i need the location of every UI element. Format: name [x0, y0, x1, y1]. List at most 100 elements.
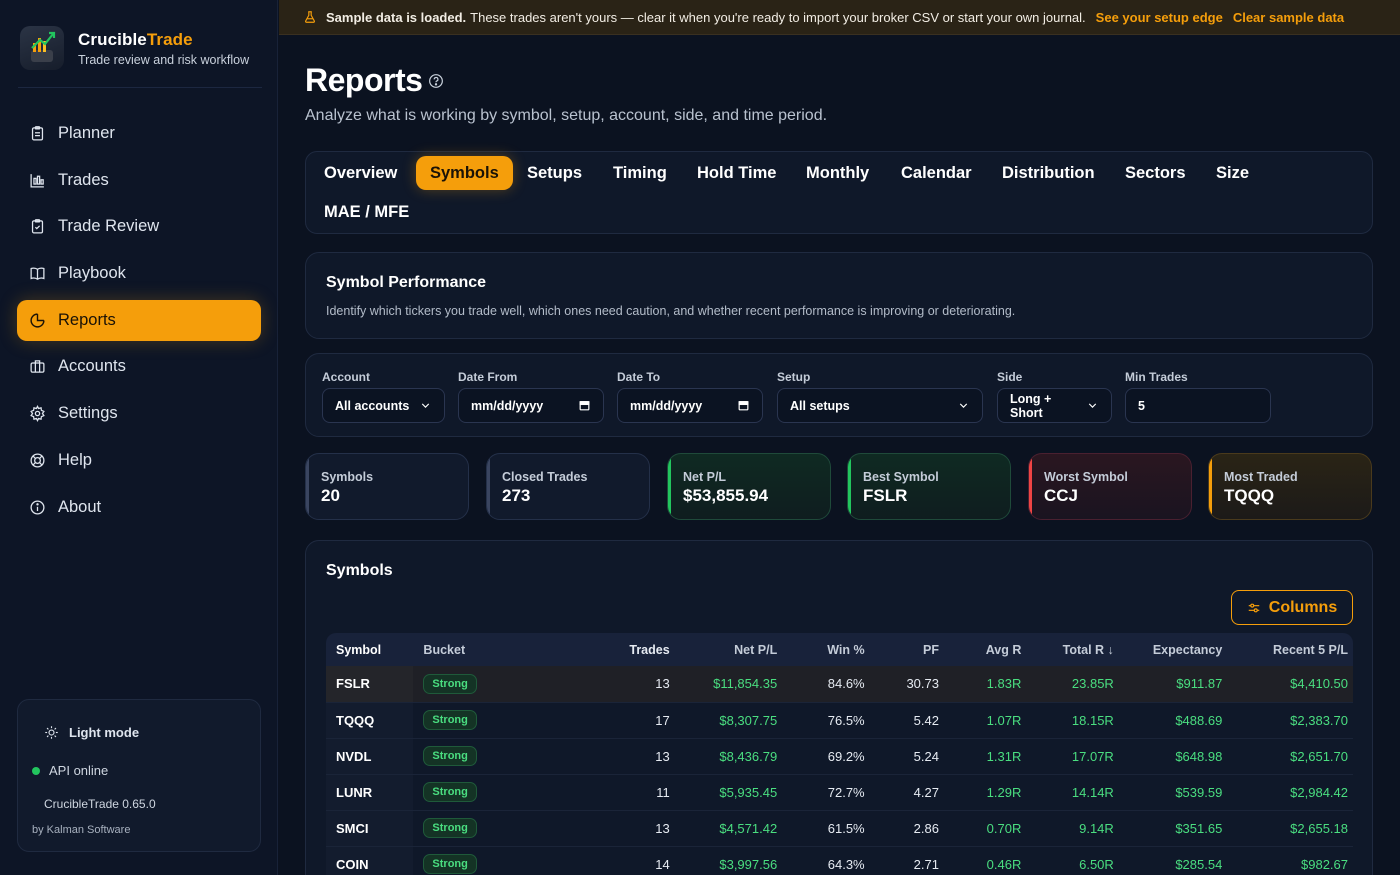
cell-net-pl: $3,997.56: [674, 846, 783, 875]
tab-setups[interactable]: Setups: [527, 163, 583, 182]
date-from-input[interactable]: mm/dd/yyyy: [458, 388, 604, 423]
sidebar-item-trade-review[interactable]: Trade Review: [17, 206, 261, 247]
sidebar-nav: Planner Trades Trade Review Playbook Rep…: [17, 113, 261, 533]
stat-value: CCJ: [1044, 486, 1079, 505]
setup-select[interactable]: All setups: [777, 388, 983, 423]
cell-avg-r: 1.29R: [943, 774, 1027, 811]
tab-size[interactable]: Size: [1216, 163, 1250, 182]
tab-calendar[interactable]: Calendar: [901, 163, 972, 182]
chevron-down-icon: [1088, 403, 1097, 408]
table-title: Symbols: [326, 562, 393, 579]
calendar-icon: [738, 401, 749, 411]
table-row[interactable]: SMCI Strong 13 $4,571.42 61.5% 2.86 0.70R 9.14R…: [326, 810, 1353, 847]
table-row[interactable]: NVDL Strong 13 $8,436.79 69.2% 5.24 1.31R 17.07…: [326, 738, 1353, 775]
table-row[interactable]: COIN Strong 14 $3,997.56 64.3% 2.71 0.46R 6.50R…: [326, 846, 1353, 875]
columns-label: Columns: [1268, 598, 1338, 616]
light-mode-toggle[interactable]: Light mode: [44, 725, 139, 740]
sliders-icon: [1248, 603, 1260, 612]
tab-hold-time[interactable]: Hold Time: [697, 163, 777, 182]
bucket-badge: Strong: [423, 710, 477, 730]
cell-recent-5-pl: $2,651.70: [1227, 738, 1353, 775]
table-row[interactable]: FSLR Strong 13 $11,854.35 84.6% 30.73 1.83R 23.…: [326, 666, 1353, 703]
cell-expectancy: $648.98: [1118, 738, 1228, 775]
cell-win-pct: 76.5%: [782, 702, 870, 739]
cell-symbol: NVDL: [326, 738, 414, 775]
column-header-net-pl[interactable]: Net P/L: [674, 633, 783, 666]
page-subtitle: Analyze what is working by symbol, setup…: [305, 107, 828, 124]
tab-mae-mfe[interactable]: MAE / MFE: [324, 202, 410, 221]
column-header-trades[interactable]: Trades: [594, 633, 675, 666]
column-header-avg-r[interactable]: Avg R: [943, 633, 1027, 666]
stat-most-traded: Most Traded TQQQ: [1208, 453, 1372, 520]
cell-net-pl: $4,571.42: [674, 810, 783, 847]
cell-expectancy: $911.87: [1118, 666, 1228, 703]
cell-win-pct: 61.5%: [782, 810, 870, 847]
sidebar-item-trades[interactable]: Trades: [17, 160, 261, 201]
pie-chart-icon: [30, 313, 45, 328]
cell-symbol: COIN: [326, 846, 414, 875]
account-select[interactable]: All accounts: [322, 388, 445, 423]
table-row[interactable]: TQQQ Strong 17 $8,307.75 76.5% 5.42 1.07R 18.15…: [326, 702, 1353, 739]
stat-best-symbol: Best Symbol FSLR: [847, 453, 1011, 520]
lifebuoy-icon: [30, 453, 45, 468]
clipboard-check-icon: [31, 219, 44, 234]
bucket-badge: Strong: [423, 818, 477, 838]
columns-button[interactable]: Columns: [1231, 590, 1353, 625]
cell-trades: 11: [594, 774, 675, 811]
sidebar-item-settings[interactable]: Settings: [17, 393, 261, 434]
date-to-input[interactable]: mm/dd/yyyy: [617, 388, 763, 423]
date-from-value: mm/dd/yyyy: [471, 398, 544, 413]
cell-bucket: Strong: [413, 774, 595, 811]
sidebar-item-help[interactable]: Help: [17, 440, 261, 481]
tab-monthly[interactable]: Monthly: [806, 163, 870, 182]
column-header-recent-5-pl[interactable]: Recent 5 P/L: [1227, 633, 1353, 666]
sidebar-item-accounts[interactable]: Accounts: [17, 346, 261, 387]
min-trades-input[interactable]: 5: [1125, 388, 1271, 423]
page-title: Reports: [305, 62, 423, 98]
column-header-total-r[interactable]: Total R ↓: [1026, 633, 1119, 666]
cell-trades: 17: [594, 702, 675, 739]
sidebar-item-planner[interactable]: Planner: [17, 113, 261, 154]
tab-distribution[interactable]: Distribution: [1002, 163, 1095, 182]
column-header-bucket[interactable]: Bucket: [413, 633, 595, 666]
tab-symbols[interactable]: Symbols: [416, 156, 513, 190]
cell-recent-5-pl: $2,984.42: [1227, 774, 1353, 811]
crucible-logo-icon: [20, 26, 64, 70]
api-status-label: API online: [49, 763, 109, 778]
brand[interactable]: CrucibleTrade Trade review and risk work…: [20, 26, 249, 70]
question-circle-icon[interactable]: [428, 73, 444, 89]
column-header-pf[interactable]: PF: [869, 633, 944, 666]
cell-total-r: 17.07R: [1026, 738, 1119, 775]
table-row[interactable]: LUNR Strong 11 $5,935.45 72.7% 4.27 1.29R 14.14…: [326, 774, 1353, 811]
side-select[interactable]: Long + Short: [997, 388, 1112, 423]
cell-symbol: SMCI: [326, 810, 414, 847]
tab-overview[interactable]: Overview: [324, 163, 398, 182]
chevron-down-icon: [959, 403, 968, 408]
sidebar-item-label: Reports: [58, 310, 116, 329]
column-header-expectancy[interactable]: Expectancy: [1118, 633, 1228, 666]
column-header-win-pct[interactable]: Win %: [782, 633, 870, 666]
table-header-row: Symbol Bucket Trades Net P/L Win % PF Av…: [326, 633, 1353, 666]
stat-label: Symbols: [321, 470, 374, 484]
bucket-badge: Strong: [423, 746, 477, 766]
setup-edge-link[interactable]: See your setup edge: [1095, 9, 1223, 25]
cell-pf: 4.27: [869, 774, 944, 811]
cell-bucket: Strong: [413, 846, 595, 875]
clear-sample-data-link[interactable]: Clear sample data: [1232, 9, 1345, 25]
tab-timing[interactable]: Timing: [613, 163, 667, 182]
stat-value: 20: [321, 486, 340, 505]
sidebar-item-about[interactable]: About: [17, 487, 261, 528]
account-value: All accounts: [335, 398, 410, 413]
calendar-icon: [579, 401, 590, 411]
account-label: Account: [322, 370, 370, 384]
side-label: Side: [997, 370, 1023, 384]
sidebar-item-playbook[interactable]: Playbook: [17, 253, 261, 294]
column-header-symbol[interactable]: Symbol: [326, 633, 414, 666]
status-dot-icon: [32, 766, 40, 775]
sidebar-item-label: Help: [58, 450, 92, 469]
min-trades-value: 5: [1138, 398, 1145, 413]
tab-sectors[interactable]: Sectors: [1125, 163, 1186, 182]
app-version: CrucibleTrade 0.65.0: [44, 797, 156, 811]
cell-symbol: TQQQ: [326, 702, 414, 739]
sidebar-item-reports[interactable]: Reports: [17, 299, 261, 341]
